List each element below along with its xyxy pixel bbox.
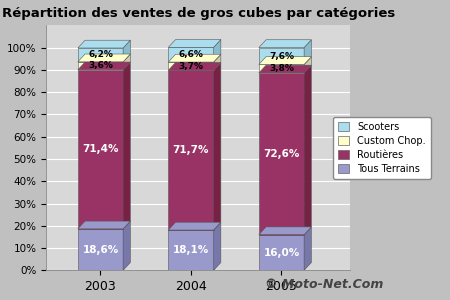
FancyBboxPatch shape [168,62,214,70]
Polygon shape [214,62,221,230]
Text: 6,2%: 6,2% [88,50,113,59]
Text: 72,6%: 72,6% [263,149,300,159]
Polygon shape [304,227,311,270]
Polygon shape [168,40,221,47]
Text: 18,1%: 18,1% [173,245,209,255]
Text: 3,7%: 3,7% [179,62,203,71]
Polygon shape [168,222,221,230]
Polygon shape [304,57,311,73]
Text: 71,4%: 71,4% [82,144,119,154]
Polygon shape [214,40,221,62]
FancyBboxPatch shape [78,62,123,70]
Polygon shape [123,40,130,62]
FancyBboxPatch shape [78,48,123,62]
Polygon shape [214,222,221,270]
Text: 6,6%: 6,6% [179,50,203,59]
Polygon shape [123,62,130,229]
Text: 71,7%: 71,7% [173,145,209,155]
Polygon shape [78,40,130,48]
Polygon shape [123,54,130,70]
Polygon shape [168,54,221,62]
Text: © Moto-Net.Com: © Moto-Net.Com [265,278,383,291]
Polygon shape [304,40,311,64]
Legend: Scooters, Custom Chop., Routières, Tous Terrains: Scooters, Custom Chop., Routières, Tous … [333,117,431,178]
Polygon shape [259,40,311,48]
Polygon shape [123,221,130,270]
Polygon shape [304,65,311,235]
Text: 16,0%: 16,0% [263,248,300,257]
Text: 7,6%: 7,6% [269,52,294,61]
Polygon shape [168,62,221,70]
FancyBboxPatch shape [78,70,123,229]
Title: Répartition des ventes de gros cubes par catégories: Répartition des ventes de gros cubes par… [2,7,395,20]
FancyBboxPatch shape [78,229,123,270]
Polygon shape [259,57,311,64]
FancyBboxPatch shape [259,235,304,270]
Polygon shape [214,54,221,70]
FancyBboxPatch shape [259,64,304,73]
FancyBboxPatch shape [168,47,214,62]
Text: 3,8%: 3,8% [269,64,294,73]
FancyBboxPatch shape [259,48,304,64]
Polygon shape [259,227,311,235]
FancyBboxPatch shape [259,73,304,235]
FancyBboxPatch shape [168,230,214,270]
Polygon shape [78,62,130,70]
Text: 18,6%: 18,6% [82,244,119,255]
Polygon shape [78,221,130,229]
Polygon shape [259,65,311,73]
Text: 3,6%: 3,6% [88,61,113,70]
FancyBboxPatch shape [168,70,214,230]
Polygon shape [78,54,130,62]
